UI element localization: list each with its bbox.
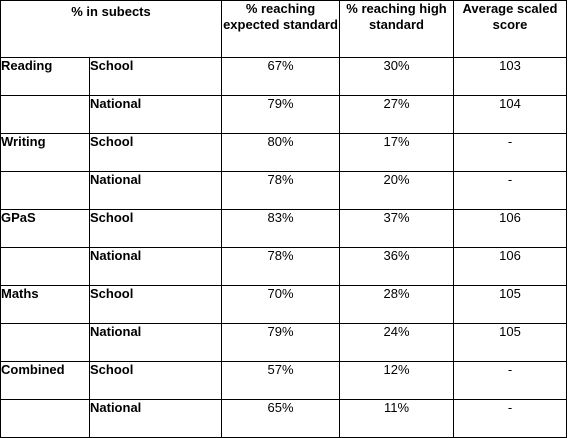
expected-value: 78% (221, 247, 340, 286)
header-subjects: % in subects (0, 0, 222, 58)
average-value: - (453, 399, 567, 438)
subject-label: Maths (0, 285, 90, 324)
high-value: 27% (339, 95, 454, 134)
subject-label: Writing (0, 133, 90, 172)
high-value: 24% (339, 323, 454, 362)
subject-label: GPaS (0, 209, 90, 248)
group-label: School (89, 133, 222, 172)
expected-value: 78% (221, 171, 340, 210)
header-expected-standard: % reaching expected standard (221, 0, 340, 58)
group-label: National (89, 323, 222, 362)
table-row: GPaS School 83% 37% 106 (0, 209, 567, 248)
average-value: - (453, 133, 567, 172)
high-value: 17% (339, 133, 454, 172)
average-value: 105 (453, 285, 567, 324)
table-row: Combined School 57% 12% - (0, 361, 567, 400)
subject-label (0, 171, 90, 210)
table-row: Writing School 80% 17% - (0, 133, 567, 172)
table-row: Reading School 67% 30% 103 (0, 57, 567, 96)
table-row: National 65% 11% - (0, 399, 567, 438)
high-value: 20% (339, 171, 454, 210)
expected-value: 65% (221, 399, 340, 438)
average-value: 105 (453, 323, 567, 362)
group-label: School (89, 57, 222, 96)
group-label: National (89, 95, 222, 134)
subject-label (0, 247, 90, 286)
header-row: % in subects % reaching expected standar… (0, 0, 567, 58)
group-label: School (89, 285, 222, 324)
table-row: Maths School 70% 28% 105 (0, 285, 567, 324)
expected-value: 80% (221, 133, 340, 172)
subject-label (0, 399, 90, 438)
group-label: National (89, 171, 222, 210)
expected-value: 83% (221, 209, 340, 248)
expected-value: 57% (221, 361, 340, 400)
expected-value: 70% (221, 285, 340, 324)
group-label: National (89, 399, 222, 438)
high-value: 12% (339, 361, 454, 400)
expected-value: 79% (221, 323, 340, 362)
average-value: 106 (453, 247, 567, 286)
average-value: 106 (453, 209, 567, 248)
high-value: 28% (339, 285, 454, 324)
expected-value: 67% (221, 57, 340, 96)
average-value: - (453, 361, 567, 400)
subject-label: Combined (0, 361, 90, 400)
subject-label: Reading (0, 57, 90, 96)
average-value: 104 (453, 95, 567, 134)
expected-value: 79% (221, 95, 340, 134)
subject-label (0, 323, 90, 362)
high-value: 30% (339, 57, 454, 96)
table-row: National 79% 27% 104 (0, 95, 567, 134)
high-value: 37% (339, 209, 454, 248)
table-row: National 79% 24% 105 (0, 323, 567, 362)
header-average-scaled-score: Average scaled score (453, 0, 567, 58)
group-label: School (89, 361, 222, 400)
header-high-standard: % reaching high standard (339, 0, 454, 58)
table-row: National 78% 20% - (0, 171, 567, 210)
table-row: National 78% 36% 106 (0, 247, 567, 286)
average-value: 103 (453, 57, 567, 96)
subject-label (0, 95, 90, 134)
high-value: 36% (339, 247, 454, 286)
high-value: 11% (339, 399, 454, 438)
group-label: National (89, 247, 222, 286)
group-label: School (89, 209, 222, 248)
average-value: - (453, 171, 567, 210)
